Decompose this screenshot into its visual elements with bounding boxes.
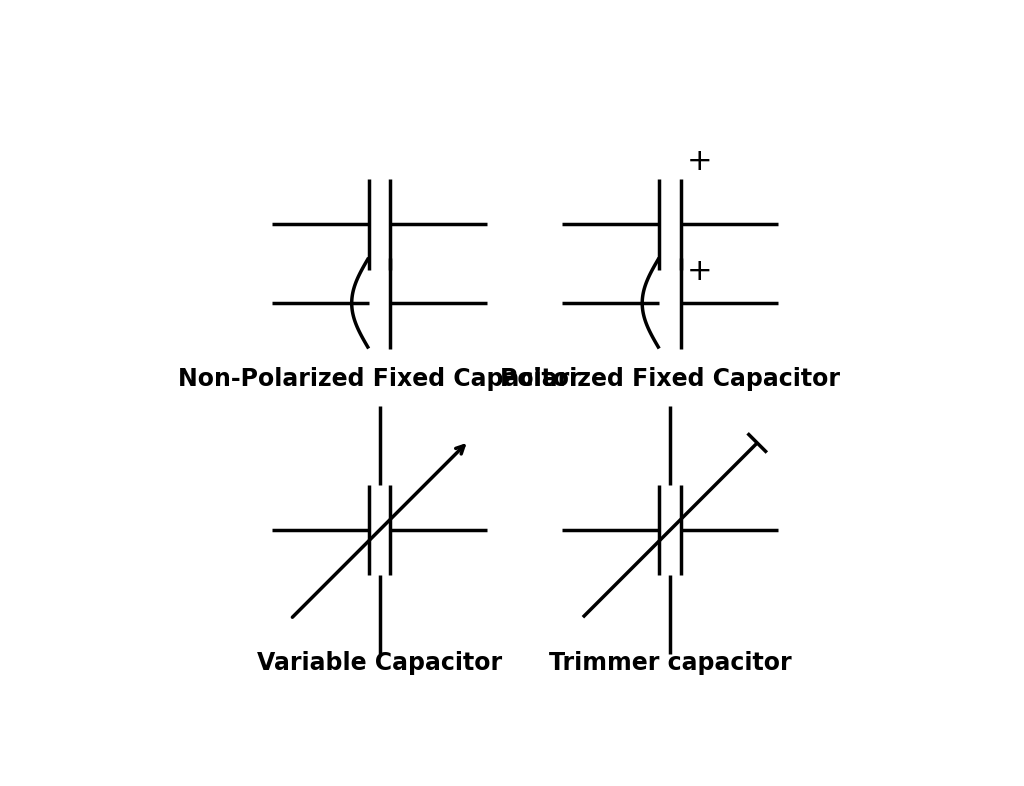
Text: Non-Polarized Fixed Capacitor: Non-Polarized Fixed Capacitor [178,367,581,391]
Text: Trimmer capacitor: Trimmer capacitor [549,651,792,675]
Text: Variable Capacitor: Variable Capacitor [257,651,502,675]
Text: Polarized Fixed Capacitor: Polarized Fixed Capacitor [500,367,840,391]
Text: +: + [687,147,713,176]
Text: +: + [687,258,713,286]
